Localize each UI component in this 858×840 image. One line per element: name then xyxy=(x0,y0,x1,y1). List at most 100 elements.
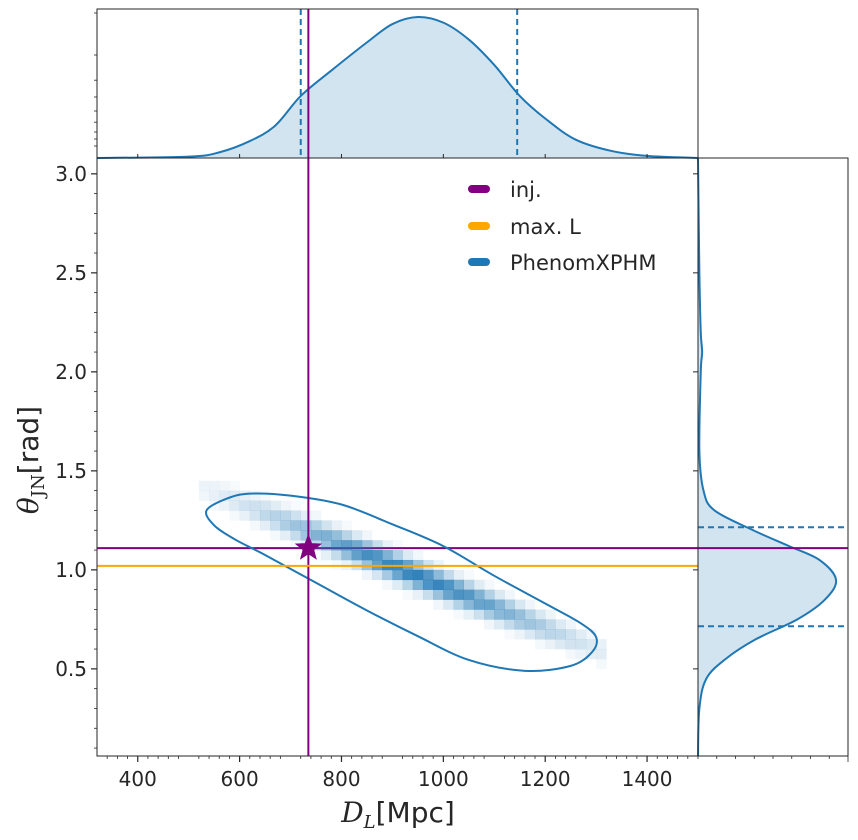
heatmap-cell xyxy=(484,579,495,590)
y-tick-label: 2.0 xyxy=(55,360,87,384)
heatmap-cell xyxy=(524,609,536,620)
x-tick-label: 800 xyxy=(322,767,360,791)
x-tick-label: 1000 xyxy=(418,767,469,791)
y-axis-label-subscript: JN xyxy=(28,474,49,499)
heatmap-cell xyxy=(545,619,556,630)
heatmap-cell xyxy=(290,520,302,531)
heatmap-cell xyxy=(412,550,424,561)
heatmap-cell xyxy=(565,639,577,650)
heatmap-cell xyxy=(433,569,444,581)
heatmap-cell xyxy=(565,619,577,630)
heatmap-cell xyxy=(524,599,536,610)
heatmap-cell xyxy=(504,599,515,610)
heatmap-cell xyxy=(392,550,403,561)
heatmap-cell xyxy=(463,579,475,590)
heatmap-cell xyxy=(535,619,546,630)
heatmap-cell xyxy=(484,589,495,600)
heatmap-cell xyxy=(412,569,424,581)
injection-star xyxy=(294,533,323,560)
y-tick-label: 3.0 xyxy=(55,162,87,186)
x-axis-label-symbol: D xyxy=(340,796,363,829)
top-marginal-density-fill xyxy=(97,16,698,159)
heatmap-cell xyxy=(473,609,485,620)
heatmap-cell xyxy=(484,609,495,620)
heatmap-cell xyxy=(575,629,587,640)
heatmap-cell xyxy=(504,619,515,630)
heatmap-cell xyxy=(422,589,434,600)
heatmap-cell xyxy=(331,540,342,551)
heatmap-cell xyxy=(331,520,342,531)
x-tick-label: 400 xyxy=(119,767,157,791)
heatmap-cell xyxy=(382,579,393,590)
heatmap-cell xyxy=(351,530,363,541)
heatmap-cell xyxy=(504,609,515,620)
heatmap-cell xyxy=(402,550,414,561)
heatmap-cell xyxy=(290,510,302,521)
heatmap-cell xyxy=(270,500,281,511)
heatmap-cell xyxy=(535,609,546,620)
x-axis-label-unit: [Mpc] xyxy=(376,796,455,829)
heatmap-cell xyxy=(412,579,424,590)
heatmap-cell xyxy=(341,520,352,531)
heatmap-cell xyxy=(565,629,577,640)
heatmap-cell xyxy=(249,490,261,501)
joint-frame xyxy=(96,157,699,757)
heatmap-cell xyxy=(198,480,210,491)
joint-ticks: 400 600 800 1000 1200 1400 0.5 1.0 1.5 2.0 2.5 3.0 xyxy=(55,162,698,791)
heatmap-cell xyxy=(433,589,444,600)
heatmap-cell xyxy=(535,629,546,640)
x-tick-label: 1400 xyxy=(622,767,673,791)
heatmap-cell xyxy=(310,530,322,541)
right-marginal-credible-interval xyxy=(698,526,848,628)
top-marginal-density-line xyxy=(96,15,699,159)
x-axis-label: DL[Mpc] xyxy=(340,796,455,833)
top-marginal-curve xyxy=(96,15,699,159)
y-tick-label: 0.5 xyxy=(55,657,87,681)
heatmap-cell xyxy=(331,550,342,561)
heatmap-cell xyxy=(596,639,607,650)
heatmap-cell xyxy=(514,629,526,640)
heatmap-cell xyxy=(209,490,220,501)
legend-label-inj: inj. xyxy=(510,178,542,202)
x-tick-label: 1200 xyxy=(520,767,571,791)
heatmap-cell xyxy=(219,490,230,501)
heatmap-cell xyxy=(402,569,414,581)
heatmap-cell xyxy=(402,579,414,590)
top-marginal-fill-area xyxy=(97,16,698,159)
y-tick-label: 1.0 xyxy=(55,558,87,582)
heatmap-cell xyxy=(270,530,281,541)
heatmap-cell xyxy=(351,550,363,561)
heatmap-cell xyxy=(555,619,566,630)
heatmap-cell xyxy=(433,579,444,590)
heatmap-cell xyxy=(524,629,536,640)
heatmap-cell xyxy=(443,569,454,581)
heatmap-cell xyxy=(433,599,444,610)
heatmap-cell xyxy=(300,510,312,521)
heatmap-cell xyxy=(382,540,393,551)
heatmap-cell xyxy=(259,500,271,511)
heatmap-cell xyxy=(259,520,271,531)
y-tick-label: 1.5 xyxy=(55,459,87,483)
heatmap-cell xyxy=(382,569,393,581)
heatmap-cell xyxy=(239,510,251,521)
top-marginal-panel xyxy=(94,8,699,159)
x-axis-label-subscript: L xyxy=(363,812,376,833)
right-marginal-curve xyxy=(697,157,838,757)
posterior-contour xyxy=(205,492,598,673)
heatmap-cell xyxy=(463,609,475,620)
heatmap-cell xyxy=(504,589,515,600)
heatmap-cell xyxy=(310,510,322,521)
heatmap-cell xyxy=(464,570,474,580)
heatmap-cell xyxy=(555,639,566,650)
heatmap-cell xyxy=(300,530,312,541)
heatmap-cell xyxy=(321,520,332,531)
heatmap-cell xyxy=(473,589,485,600)
heatmap-cell xyxy=(361,569,373,581)
heatmap-cell xyxy=(565,649,577,660)
heatmap-cell xyxy=(494,609,505,620)
heatmap-cell xyxy=(372,540,383,551)
heatmap-cell xyxy=(229,500,240,511)
heatmap-cell xyxy=(259,510,271,521)
heatmap-cell xyxy=(463,599,475,610)
